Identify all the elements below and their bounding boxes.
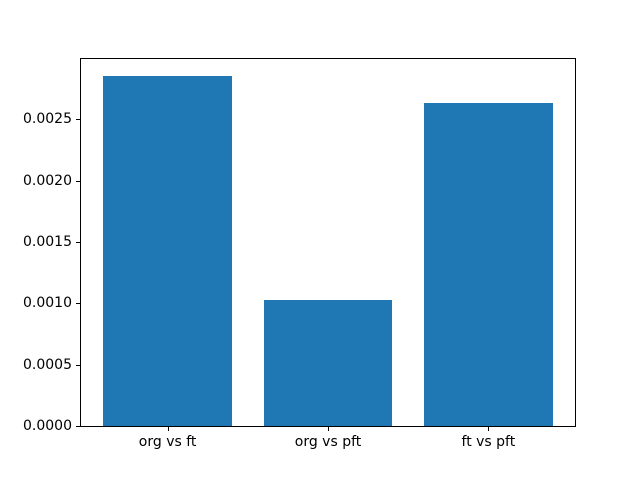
bar-ft-vs-pft [424, 103, 553, 426]
bar-org-vs-ft [103, 76, 232, 426]
y-tick-mark [76, 364, 80, 366]
y-tick-mark [76, 303, 80, 305]
y-tick-mark [76, 180, 80, 182]
y-tick-mark [76, 119, 80, 121]
x-tick-label-ft-vs-pft: ft vs pft [461, 434, 516, 450]
x-tick-label-org-vs-pft: org vs pft [294, 434, 362, 450]
bar-org-vs-pft [263, 299, 393, 426]
x-tick-mark [488, 427, 490, 431]
y-tick-label: 0.0000 [23, 418, 72, 434]
y-tick-label: 0.0020 [23, 172, 72, 189]
y-tick-label: 0.0010 [23, 295, 72, 312]
y-tick-mark [76, 242, 80, 244]
x-tick-mark [167, 427, 169, 431]
y-tick-label: 0.0005 [23, 356, 72, 373]
x-tick-mark [328, 427, 329, 431]
x-tick-label-org-vs-ft: org vs ft [138, 434, 197, 450]
plot-area [80, 58, 576, 427]
y-tick-label: 0.0025 [23, 111, 72, 128]
y-tick-mark [76, 426, 80, 427]
y-tick-label: 0.0015 [23, 234, 72, 251]
